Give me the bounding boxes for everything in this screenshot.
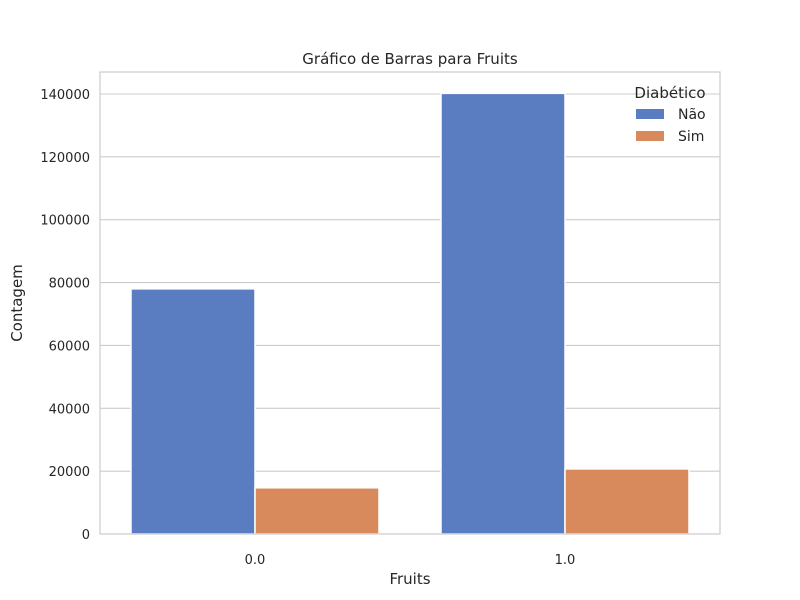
bar-nao-0 xyxy=(130,288,256,535)
x-axis-label: Fruits xyxy=(389,570,430,588)
bar-sim-0 xyxy=(254,487,380,535)
y-tick-label: 60000 xyxy=(49,339,90,354)
legend-swatch xyxy=(636,109,664,119)
legend-label: Não xyxy=(678,107,706,123)
y-tick-label: 0 xyxy=(82,528,90,543)
bar-nao-1 xyxy=(440,92,566,535)
y-axis-ticks: 0 20000 40000 60000 80000 100000 120000 140000 xyxy=(40,88,90,543)
y-tick-label: 40000 xyxy=(49,402,90,417)
y-tick-label: 100000 xyxy=(40,214,90,229)
bar-sim-1 xyxy=(564,468,690,535)
legend-items: Não Sim xyxy=(636,107,706,145)
legend-label: Sim xyxy=(678,129,704,145)
x-tick-label: 0.0 xyxy=(245,553,266,568)
y-tick-label: 20000 xyxy=(49,465,90,480)
legend-title: Diabético xyxy=(634,84,705,102)
y-tick-label: 140000 xyxy=(40,88,90,103)
y-tick-label: 120000 xyxy=(40,151,90,166)
x-axis-ticks: 0.0 1.0 xyxy=(245,553,576,568)
chart-title: Gráfico de Barras para Fruits xyxy=(302,50,518,68)
legend-swatch xyxy=(636,131,664,141)
plot-frame xyxy=(99,71,721,535)
y-axis-label: Contagem xyxy=(8,264,26,342)
y-tick-label: 80000 xyxy=(49,277,90,292)
legend: Diabético Não Sim xyxy=(634,84,705,145)
bars xyxy=(130,92,690,535)
x-tick-label: 1.0 xyxy=(555,553,576,568)
